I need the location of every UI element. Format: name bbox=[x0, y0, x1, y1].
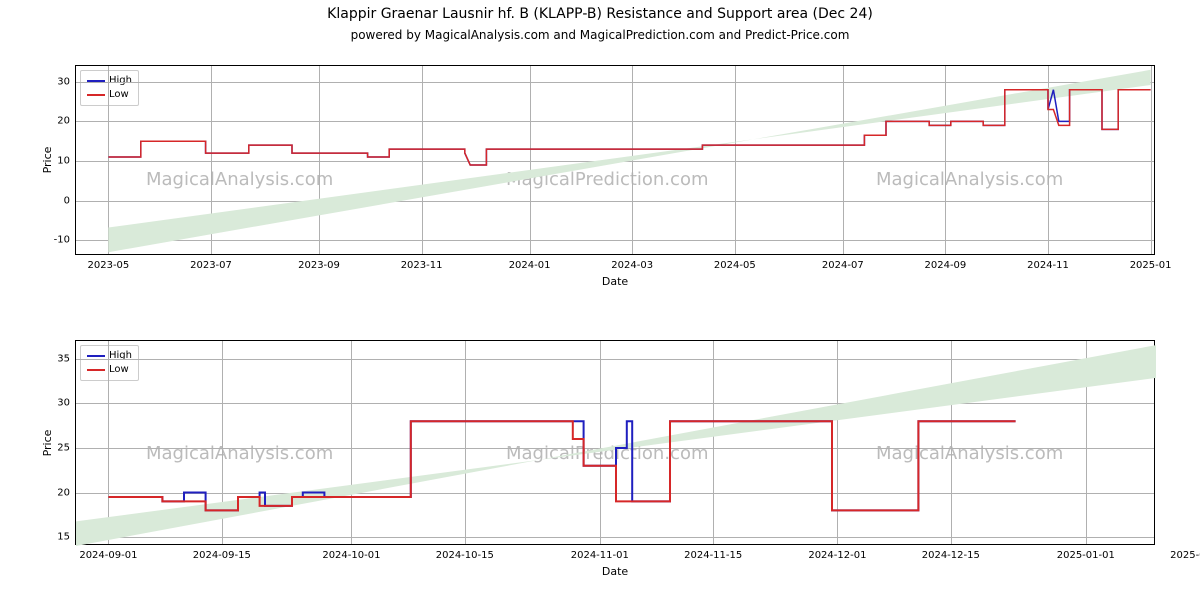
xtick-label: 2023-11 bbox=[401, 260, 443, 271]
ytick-label: 35 bbox=[57, 353, 70, 364]
chart-title: Klappir Graenar Lausnir hf. B (KLAPP-B) … bbox=[0, 6, 1200, 22]
xtick-label: 2024-12-01 bbox=[808, 550, 866, 561]
ytick-label: -10 bbox=[54, 235, 70, 246]
ytick-label: 25 bbox=[57, 442, 70, 453]
ytick-label: 20 bbox=[57, 487, 70, 498]
xtick-label: 2024-07 bbox=[822, 260, 864, 271]
ytick-label: 10 bbox=[57, 156, 70, 167]
top-xlabel: Date bbox=[602, 275, 628, 288]
figure: Klappir Graenar Lausnir hf. B (KLAPP-B) … bbox=[0, 0, 1200, 600]
top-chart-panel: Price Date High Low MagicalAnalysis.com … bbox=[75, 65, 1155, 255]
xtick-label: 2025-01-01 bbox=[1057, 550, 1115, 561]
xtick-label: 2024-10-01 bbox=[322, 550, 380, 561]
xtick-label: 2024-01 bbox=[509, 260, 551, 271]
xtick-label: 2024-12-15 bbox=[922, 550, 980, 561]
xtick-label: 2023-05 bbox=[87, 260, 129, 271]
xtick-label: 2024-09 bbox=[924, 260, 966, 271]
bottom-ylabel: Price bbox=[41, 429, 54, 456]
xtick-label: 2023-07 bbox=[190, 260, 232, 271]
ytick-label: 15 bbox=[57, 532, 70, 543]
xtick-label: 2025-01 bbox=[1130, 260, 1172, 271]
xtick-label: 2024-11-15 bbox=[684, 550, 742, 561]
xtick-label: 2024-09-01 bbox=[79, 550, 137, 561]
ytick-label: 30 bbox=[57, 398, 70, 409]
bottom-xlabel: Date bbox=[602, 565, 628, 578]
ytick-label: 20 bbox=[57, 116, 70, 127]
xtick-label: 2025-01-15 bbox=[1170, 550, 1200, 561]
xtick-label: 2024-05 bbox=[714, 260, 756, 271]
ytick-label: 30 bbox=[57, 76, 70, 87]
xtick-label: 2024-11 bbox=[1027, 260, 1069, 271]
ytick-label: 0 bbox=[64, 195, 70, 206]
xtick-label: 2024-11-01 bbox=[571, 550, 629, 561]
xtick-label: 2024-10-15 bbox=[436, 550, 494, 561]
series-line bbox=[108, 421, 1015, 510]
chart-svg bbox=[76, 66, 1156, 256]
chart-subtitle: powered by MagicalAnalysis.com and Magic… bbox=[0, 28, 1200, 42]
top-ylabel: Price bbox=[41, 147, 54, 174]
support-area bbox=[108, 70, 1150, 252]
support-area bbox=[76, 345, 1156, 546]
xtick-label: 2024-09-15 bbox=[193, 550, 251, 561]
bottom-chart-panel: Price Date High Low MagicalAnalysis.com … bbox=[75, 340, 1155, 545]
xtick-label: 2023-09 bbox=[298, 260, 340, 271]
xtick-label: 2024-03 bbox=[611, 260, 653, 271]
chart-svg bbox=[76, 341, 1156, 546]
